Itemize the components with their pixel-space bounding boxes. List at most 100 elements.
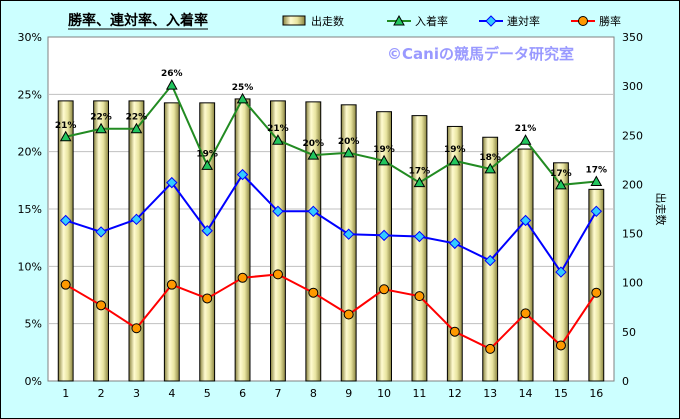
x-tick-label: 16 bbox=[589, 387, 603, 400]
data-point bbox=[378, 154, 390, 166]
data-point bbox=[95, 226, 107, 238]
data-label: 21% bbox=[55, 121, 77, 131]
bar bbox=[305, 101, 322, 382]
data-point bbox=[272, 134, 284, 145]
data-point bbox=[519, 214, 532, 227]
bar bbox=[517, 148, 534, 382]
data-point bbox=[272, 205, 284, 218]
x-tick-label: 9 bbox=[345, 387, 352, 400]
y-tick-label: 10% bbox=[18, 260, 42, 273]
data-point bbox=[485, 343, 496, 354]
legend-marker bbox=[393, 14, 405, 26]
data-point bbox=[236, 168, 249, 181]
data-point bbox=[307, 205, 320, 218]
bar bbox=[446, 125, 463, 382]
data-label: 22% bbox=[90, 113, 112, 123]
y2-tick-label: 150 bbox=[622, 228, 643, 241]
bar bbox=[163, 102, 180, 382]
watermark: ©Caniの競馬データ研究室 bbox=[387, 45, 574, 63]
bar bbox=[376, 111, 392, 382]
y-tick-label: 20% bbox=[18, 146, 42, 159]
data-label: 20% bbox=[303, 139, 325, 149]
x-tick-label: 5 bbox=[204, 387, 211, 400]
data-point bbox=[379, 284, 390, 295]
bar bbox=[93, 100, 109, 382]
bar bbox=[588, 188, 605, 382]
data-label: 26% bbox=[161, 69, 183, 79]
data-point bbox=[131, 323, 142, 334]
data-label: 21% bbox=[515, 124, 537, 134]
data-label: 17% bbox=[550, 169, 572, 179]
y2-tick-label: 200 bbox=[622, 178, 643, 191]
x-tick-label: 6 bbox=[239, 387, 246, 400]
data-label: 18% bbox=[479, 153, 501, 163]
data-point bbox=[96, 300, 107, 311]
y2-tick-label: 350 bbox=[622, 31, 643, 44]
y-tick-label: 30% bbox=[18, 31, 42, 44]
y2-axis-title: 出走数 bbox=[654, 193, 668, 226]
data-point bbox=[590, 175, 603, 186]
x-tick-label: 1 bbox=[62, 387, 69, 400]
data-point bbox=[272, 269, 283, 280]
data-point bbox=[308, 287, 319, 298]
data-point bbox=[591, 287, 602, 298]
data-point bbox=[201, 225, 213, 237]
series-line bbox=[65, 273, 598, 351]
bar bbox=[411, 115, 428, 382]
y2-tick-label: 0 bbox=[622, 375, 629, 388]
legend-label: 出走数 bbox=[311, 14, 344, 28]
data-point bbox=[484, 254, 496, 267]
data-label: 19% bbox=[444, 145, 466, 155]
data-label: 22% bbox=[126, 113, 148, 123]
legend-marker bbox=[485, 15, 497, 27]
x-tick-label: 14 bbox=[519, 387, 533, 400]
data-point bbox=[237, 272, 248, 283]
x-tick-label: 7 bbox=[274, 387, 281, 400]
data-point bbox=[413, 176, 426, 188]
legend-label: 連対率 bbox=[507, 14, 540, 28]
bar bbox=[128, 100, 145, 382]
data-label: 21% bbox=[267, 124, 289, 134]
chart-title: 勝率、連対率、入着率 bbox=[68, 12, 208, 29]
legend-marker bbox=[578, 16, 588, 26]
data-point bbox=[130, 122, 143, 134]
data-point bbox=[59, 130, 72, 142]
bar bbox=[234, 98, 251, 382]
y-tick-label: 15% bbox=[18, 203, 42, 216]
data-label: 17% bbox=[409, 167, 431, 177]
data-point bbox=[520, 308, 531, 319]
data-point bbox=[202, 293, 213, 304]
data-label: 20% bbox=[338, 137, 360, 147]
data-point bbox=[342, 146, 355, 158]
x-tick-label: 15 bbox=[554, 387, 568, 400]
data-point bbox=[236, 92, 249, 104]
x-tick-label: 2 bbox=[98, 387, 105, 400]
data-point bbox=[342, 228, 355, 240]
data-point bbox=[130, 213, 143, 226]
bar bbox=[199, 102, 216, 382]
data-point bbox=[378, 229, 390, 242]
y-tick-label: 0% bbox=[25, 375, 42, 388]
data-point bbox=[449, 237, 461, 250]
x-tick-label: 4 bbox=[168, 387, 175, 400]
x-tick-label: 13 bbox=[483, 387, 497, 400]
y-tick-label: 5% bbox=[25, 318, 42, 331]
series-line bbox=[65, 172, 598, 274]
data-point bbox=[201, 159, 214, 170]
data-label: 19% bbox=[196, 149, 218, 159]
data-point bbox=[413, 230, 426, 243]
x-tick-label: 11 bbox=[412, 387, 426, 400]
data-point bbox=[95, 122, 107, 134]
data-point bbox=[484, 162, 497, 174]
legend-label: 入着率 bbox=[415, 14, 448, 28]
data-point bbox=[519, 134, 532, 145]
x-tick-label: 3 bbox=[133, 387, 140, 400]
data-point bbox=[343, 309, 354, 320]
data-point bbox=[448, 154, 461, 166]
bar bbox=[57, 100, 74, 382]
legend-swatch bbox=[282, 15, 306, 26]
y2-tick-label: 250 bbox=[622, 129, 643, 142]
x-tick-label: 12 bbox=[448, 387, 462, 400]
